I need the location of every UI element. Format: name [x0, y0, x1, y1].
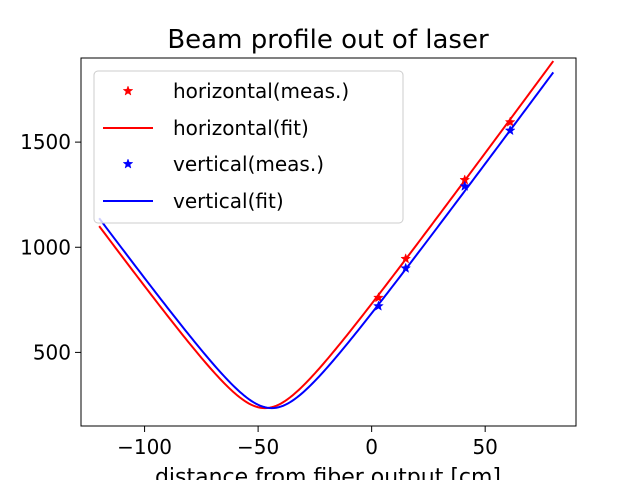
y-axis: 500 1000 1500	[20, 130, 81, 364]
x-tick-label: 50	[472, 435, 497, 459]
x-tick-label: −100	[117, 435, 172, 459]
x-tick-label: 0	[365, 435, 378, 459]
plot-frame	[80, 57, 577, 427]
legend-label-vertical-fit-: vertical(fit)	[173, 189, 284, 213]
legend-label-horizontal-meas-: horizontal(meas.)	[173, 79, 349, 103]
data-point-horizontal-meas-	[504, 116, 516, 127]
legend: horizontal(meas.) horizontal(fit) vertical…	[93, 70, 404, 224]
y-tick-label: 500	[33, 340, 71, 364]
legend-label-horizontal-fit-: horizontal(fit)	[173, 116, 309, 140]
series-line-vertical-fit-	[98, 71, 555, 410]
y-tick-label: 1000	[20, 235, 71, 259]
series-line-horizontal-fit-	[98, 60, 555, 410]
legend-swatch-horizontal-meas-	[122, 85, 134, 96]
legend-box	[93, 70, 404, 224]
plot-area	[98, 60, 555, 410]
y-tick-label: 1500	[20, 130, 71, 154]
x-axis: −100 −50 0 50	[117, 426, 498, 459]
x-axis-label: distance from fiber output [cm]	[155, 465, 501, 480]
data-point-horizontal-meas-	[373, 292, 384, 303]
chart-title: Beam profile out of laser	[167, 25, 489, 55]
legend-swatch-vertical-meas-	[122, 158, 134, 169]
legend-label-vertical-meas-: vertical(meas.)	[173, 152, 324, 176]
x-tick-label: −50	[237, 435, 279, 459]
